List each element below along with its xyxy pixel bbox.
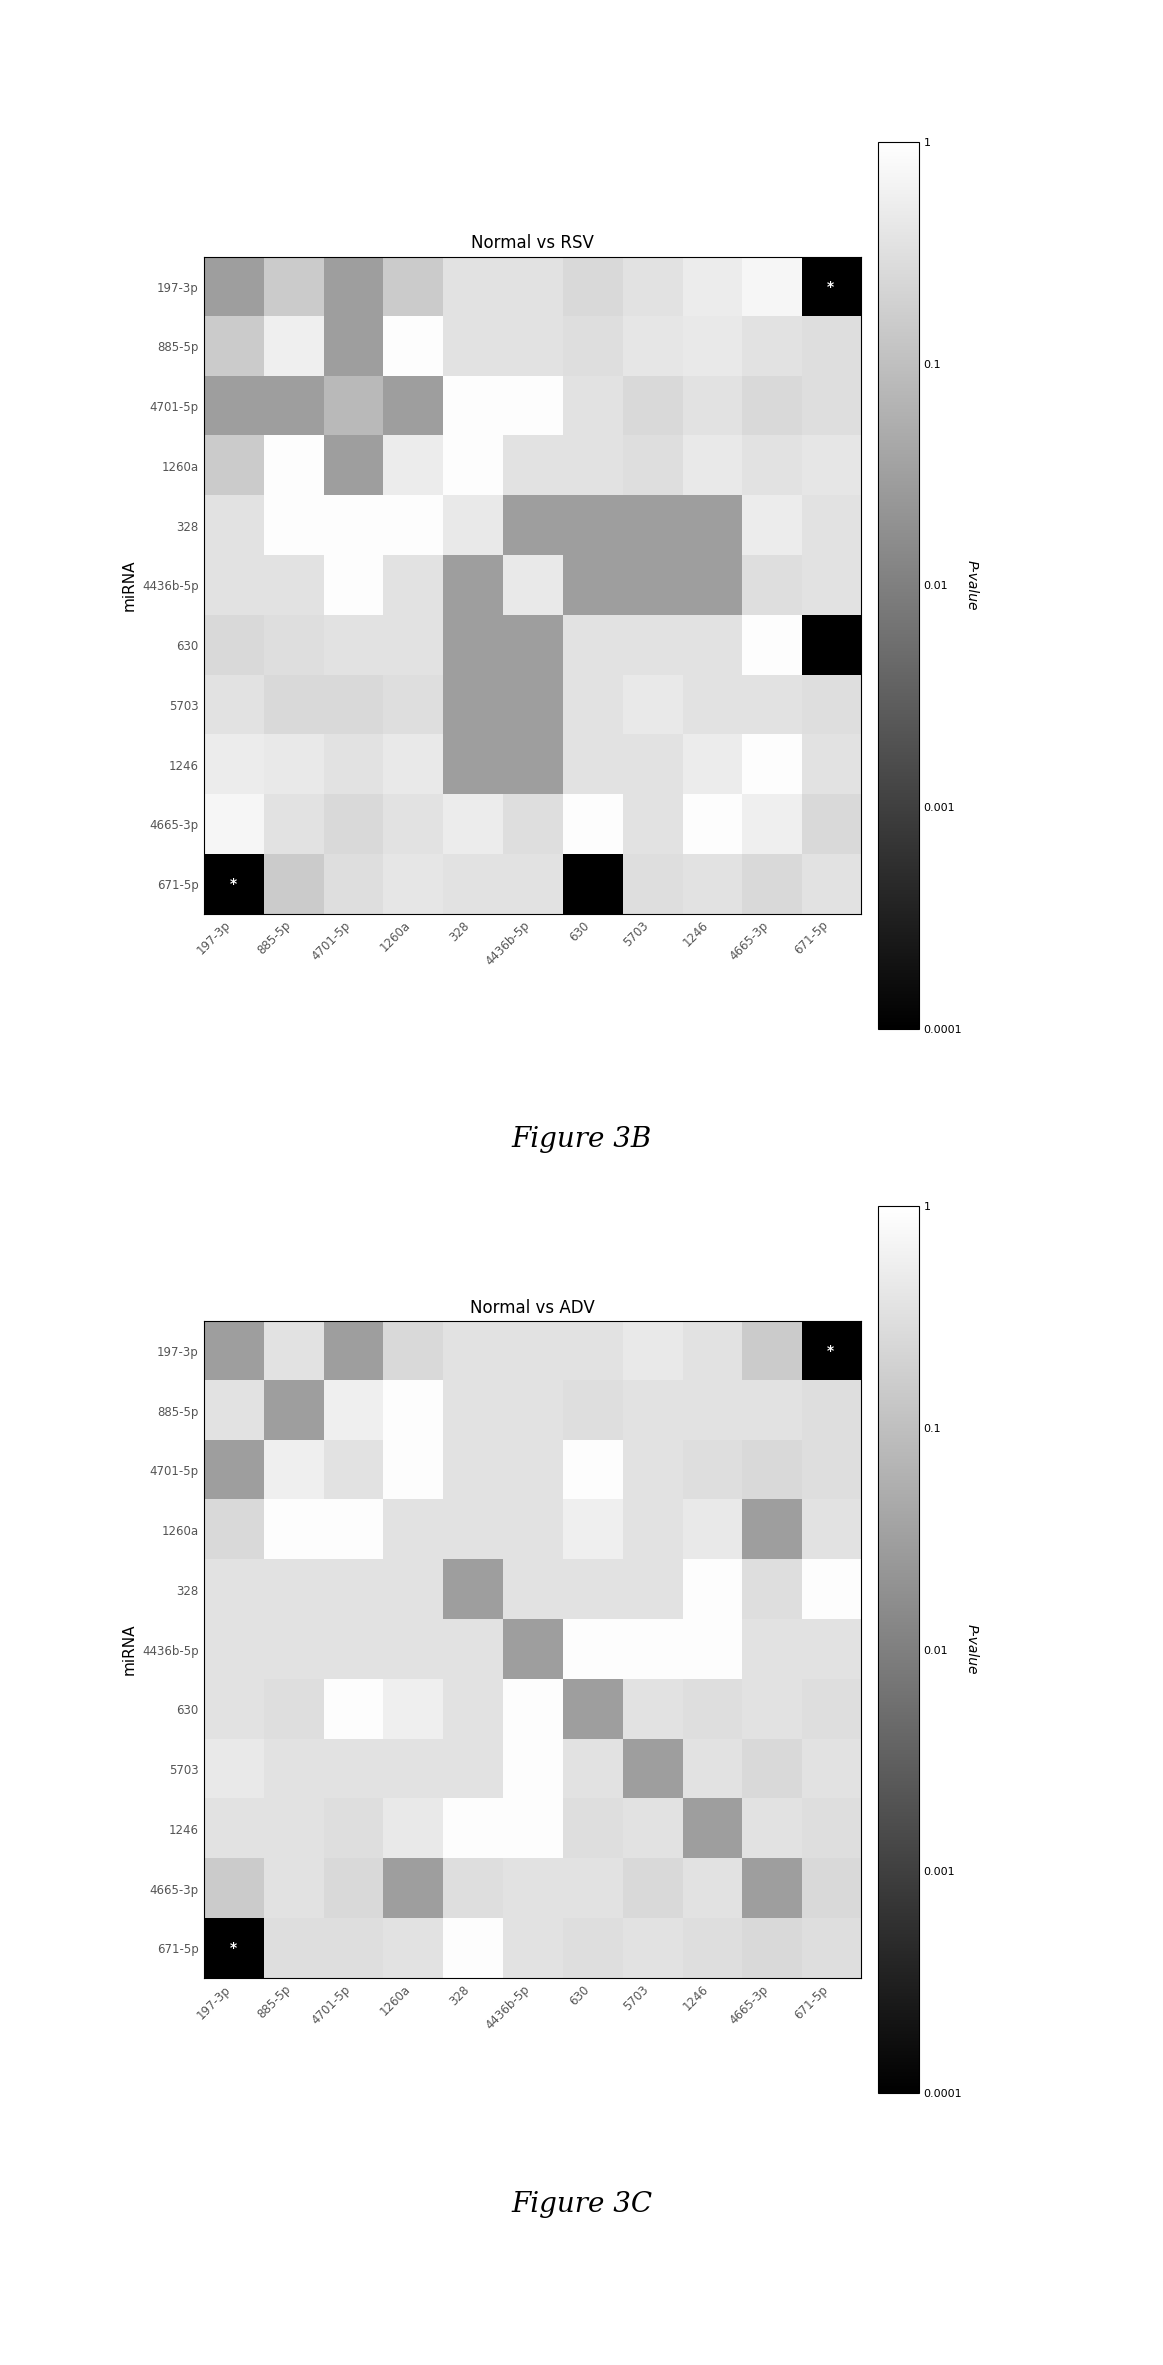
Y-axis label: P-value: P-value	[965, 561, 979, 610]
Title: Normal vs RSV: Normal vs RSV	[471, 234, 593, 253]
Y-axis label: miRNA: miRNA	[121, 561, 136, 610]
Y-axis label: miRNA: miRNA	[121, 1625, 136, 1674]
Text: *: *	[230, 1942, 237, 1956]
Text: Figure 3B: Figure 3B	[512, 1126, 651, 1154]
Text: Figure 3C: Figure 3C	[511, 2190, 652, 2218]
Text: *: *	[230, 877, 237, 892]
Y-axis label: P-value: P-value	[965, 1625, 979, 1674]
Text: *: *	[827, 1343, 834, 1358]
Text: *: *	[827, 279, 834, 293]
Title: Normal vs ADV: Normal vs ADV	[470, 1298, 594, 1317]
